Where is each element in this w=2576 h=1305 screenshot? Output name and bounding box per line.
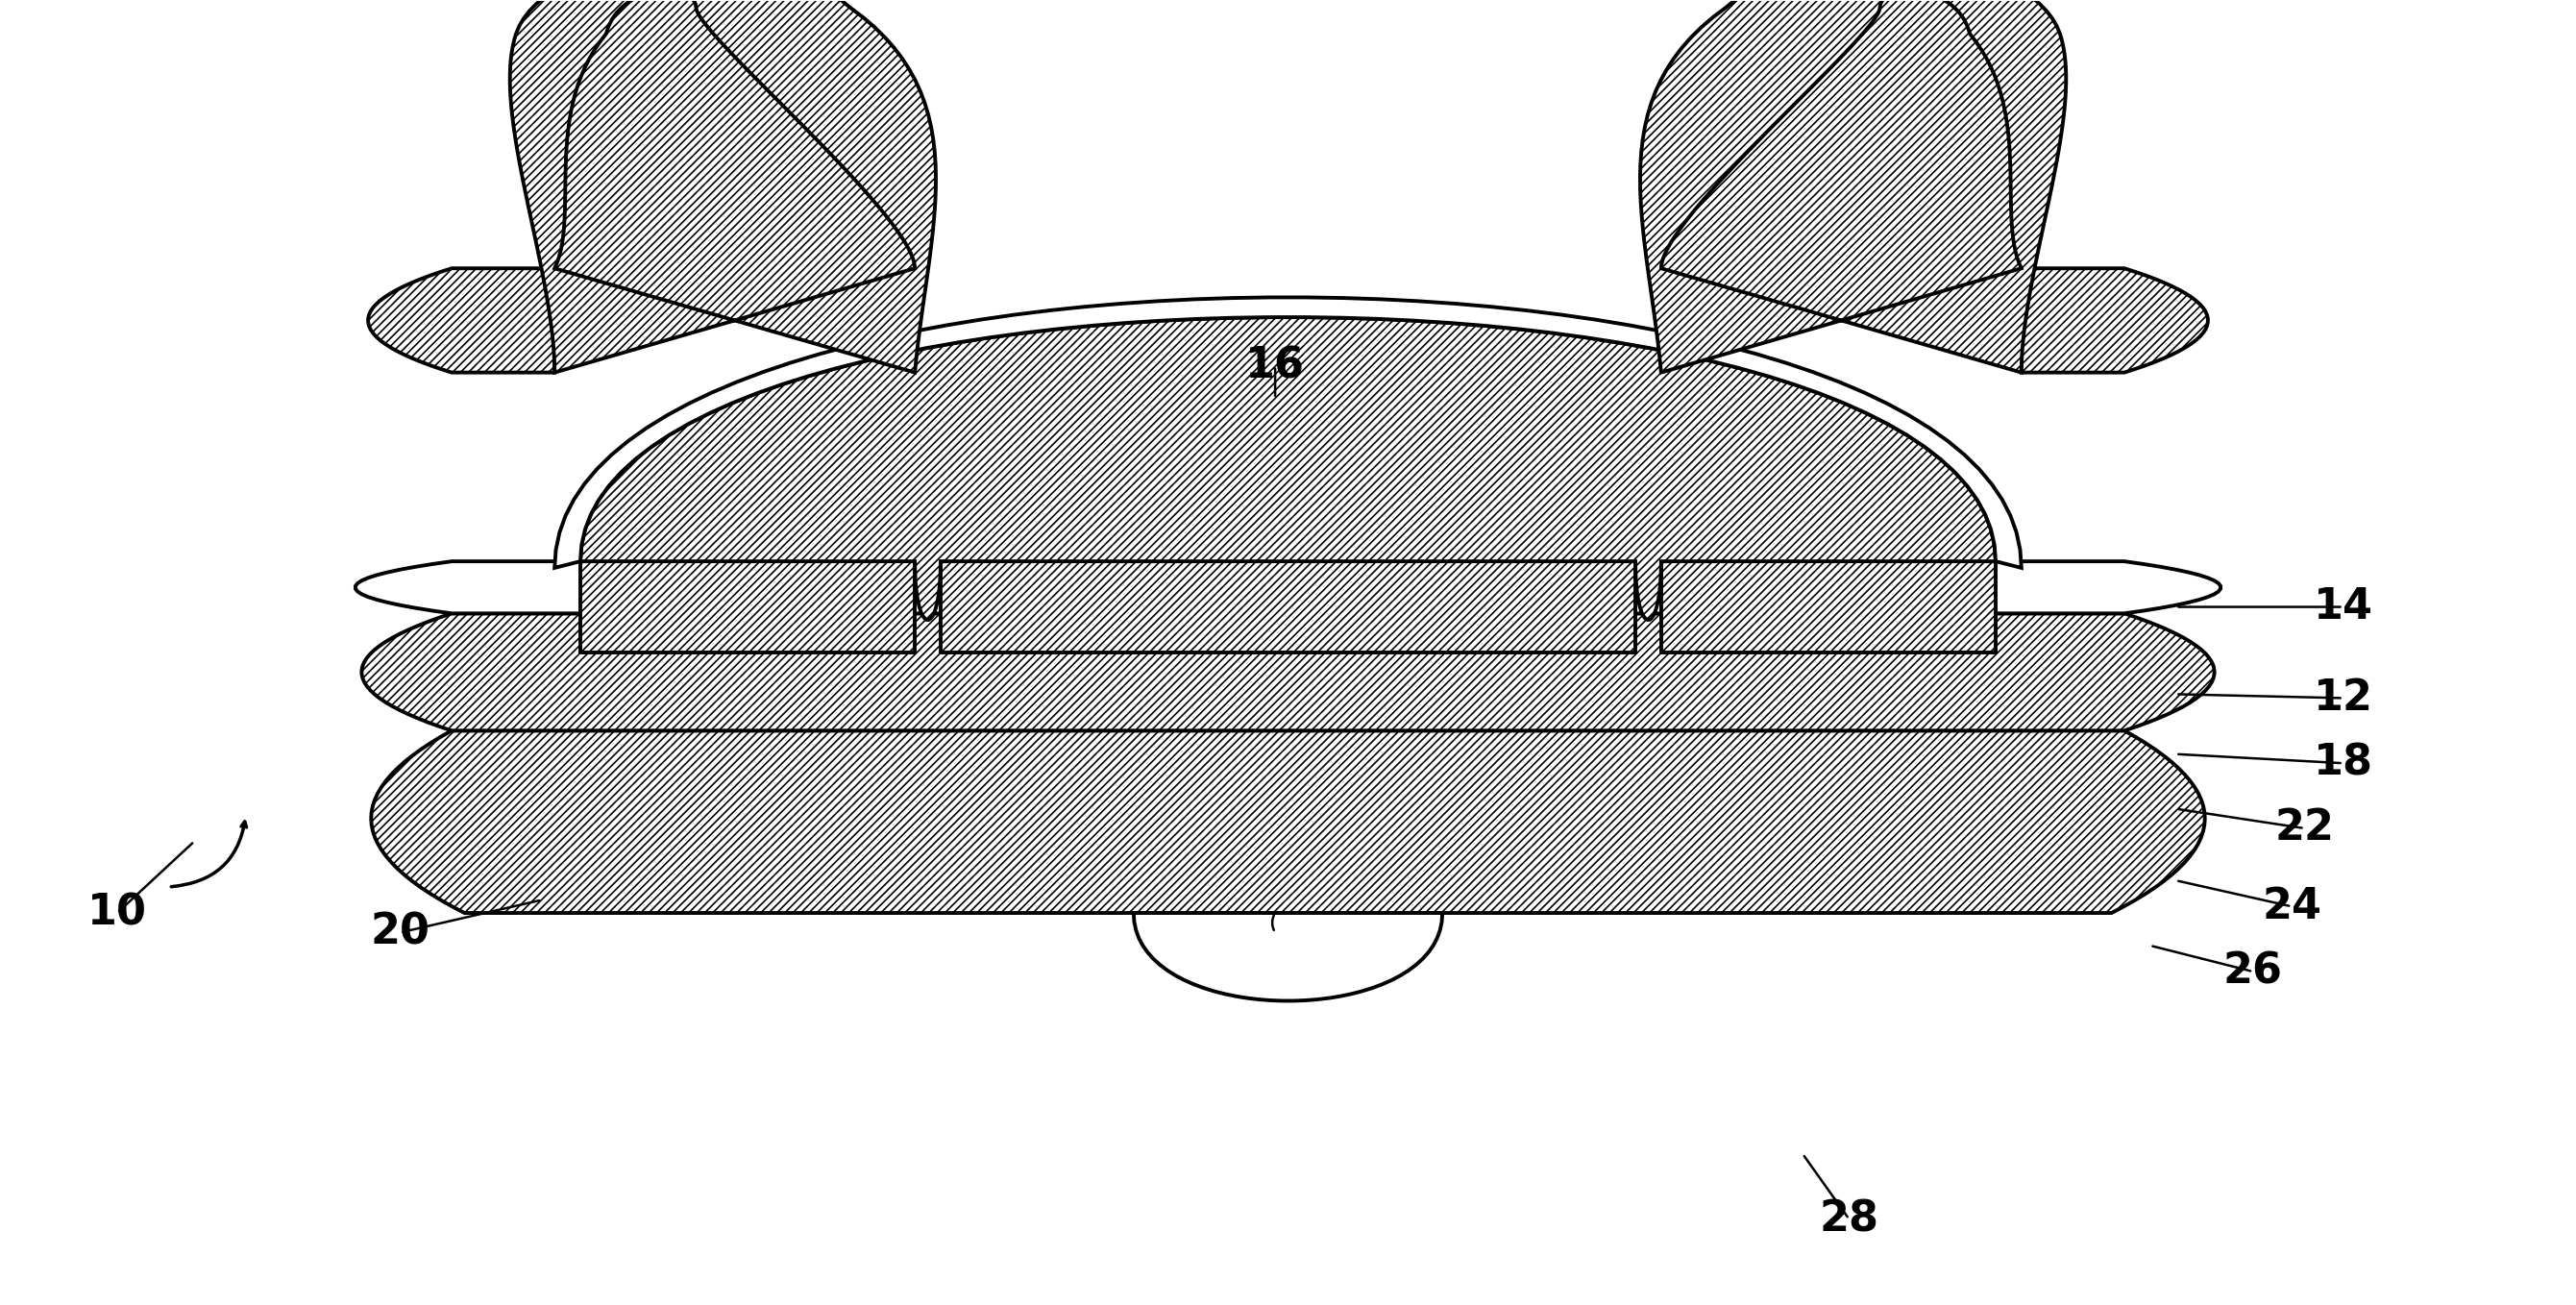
Text: 12: 12 [2313, 677, 2372, 719]
Polygon shape [940, 561, 1636, 652]
Polygon shape [371, 731, 2205, 913]
Polygon shape [2022, 269, 2208, 372]
Text: 16: 16 [1244, 346, 1306, 386]
Text: 20: 20 [371, 912, 430, 953]
Text: 18: 18 [2313, 743, 2372, 784]
Polygon shape [510, 0, 935, 372]
Polygon shape [1641, 0, 2066, 372]
Polygon shape [580, 317, 1996, 620]
Text: 28: 28 [1819, 1198, 1878, 1240]
Polygon shape [361, 613, 2215, 731]
Polygon shape [1133, 913, 1443, 1001]
Polygon shape [1662, 561, 1996, 652]
Polygon shape [368, 269, 554, 372]
Text: 22: 22 [2275, 808, 2334, 850]
Polygon shape [355, 561, 2221, 613]
Polygon shape [580, 561, 914, 652]
Text: 10: 10 [88, 893, 147, 933]
Text: 14: 14 [2313, 586, 2372, 628]
Text: 26: 26 [2223, 951, 2282, 992]
Polygon shape [554, 298, 2022, 568]
Text: 24: 24 [2262, 886, 2321, 927]
